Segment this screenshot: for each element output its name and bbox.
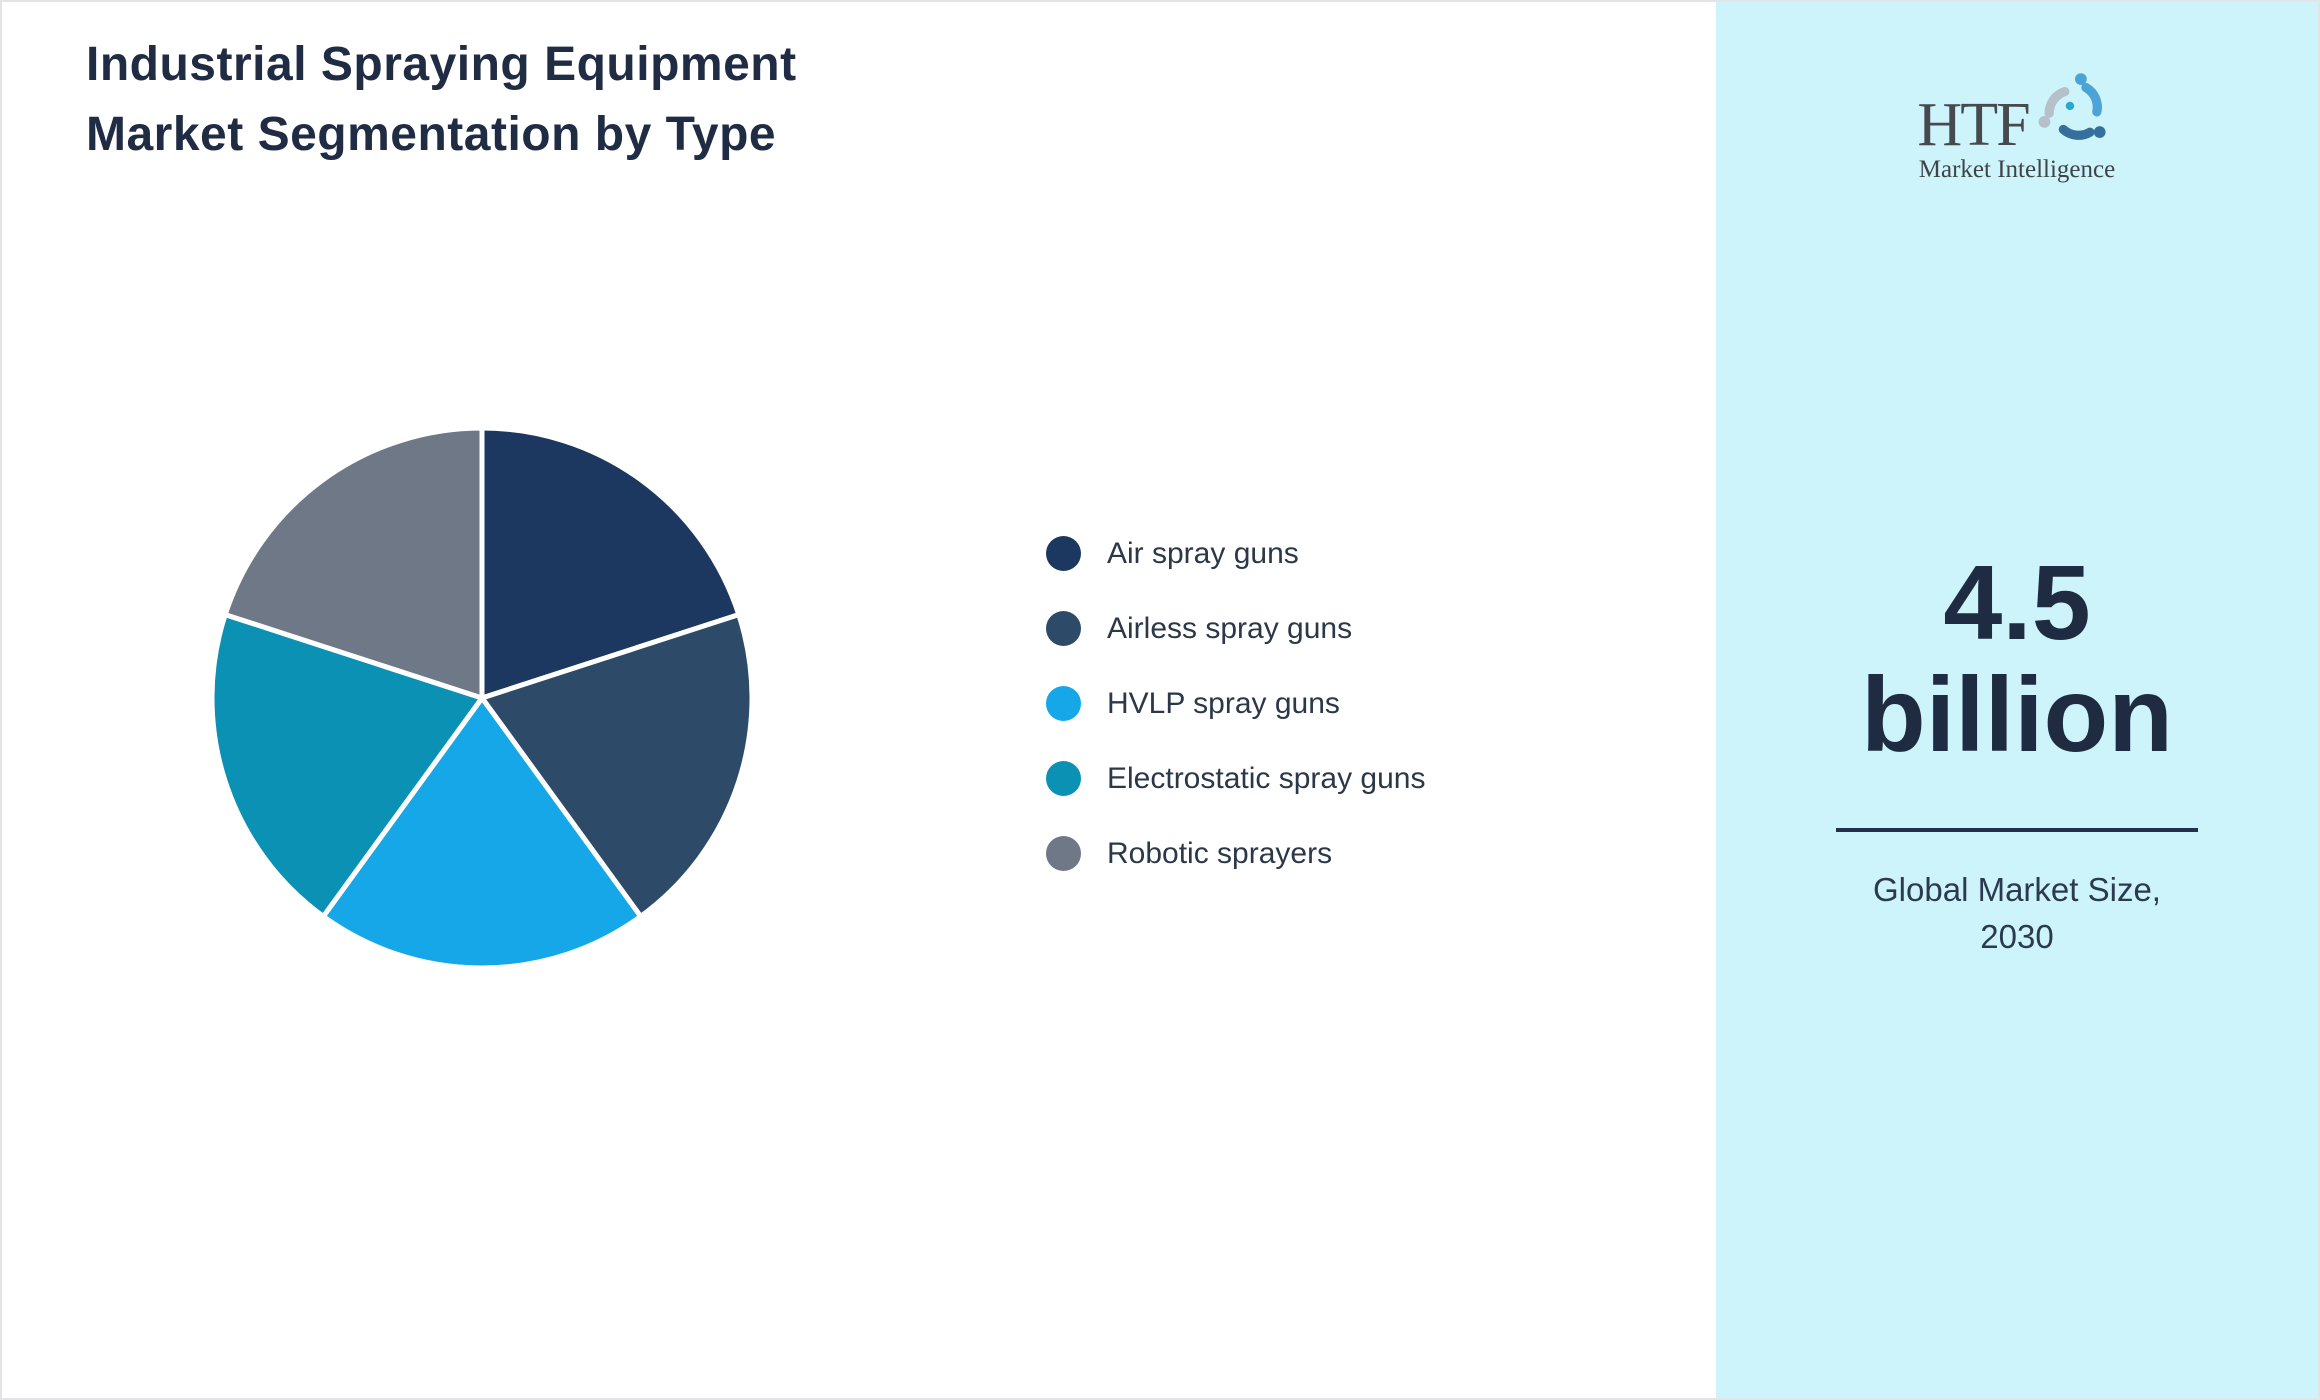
market-size-caption: Global Market Size, 2030: [1716, 866, 2318, 960]
pie-slice-air-spray-guns: [479, 425, 742, 701]
legend-label: Electrostatic spray guns: [1107, 761, 1426, 795]
legend-swatch-icon: [1046, 761, 1081, 796]
market-size-value-number: 4.5: [1943, 544, 2091, 662]
logo-droplet-icon: [2065, 101, 2074, 111]
logo-subtitle: Market Intelligence: [1918, 156, 2116, 183]
htf-logo: HTF: [1716, 68, 2318, 184]
market-size-caption-line-1: Global Market Size,: [1873, 871, 2161, 908]
pie-slice-airless-spray-guns: [479, 612, 755, 919]
legend-swatch-icon: [1046, 611, 1081, 646]
pie-slice-electrostatic-spray-guns: [209, 612, 485, 919]
logo-wordmark: HTF: [1917, 91, 2030, 159]
market-size-caption-line-2: 2030: [1980, 918, 2054, 955]
legend-label: Air spray guns: [1107, 536, 1299, 570]
chart-legend: Air spray guns Airless spray guns HVLP spr…: [1046, 536, 1425, 871]
legend-item: Robotic sprayers: [1046, 836, 1425, 871]
chart-panel: Industrial Spraying Equipment Market Seg…: [2, 2, 1716, 1398]
legend-item: Electrostatic spray guns: [1046, 761, 1425, 796]
logo-row: HTF: [1716, 68, 2318, 156]
legend-label: HVLP spray guns: [1107, 686, 1340, 720]
pie-slice-robotic-sprayers: [222, 425, 485, 701]
page-title-line-1: Industrial Spraying Equipment: [86, 38, 797, 91]
stat-divider: [1836, 828, 2198, 832]
htf-swirl-icon: [2038, 73, 2106, 140]
legend-label: Airless spray guns: [1107, 611, 1353, 645]
highlight-sidebar: HTF: [1716, 2, 2318, 1398]
legend-item: Airless spray guns: [1046, 611, 1425, 646]
legend-label: Robotic sprayers: [1107, 836, 1333, 870]
page-title: Industrial Spraying Equipment Market Seg…: [86, 30, 797, 170]
page-title-line-2: Market Segmentation by Type: [86, 108, 777, 161]
legend-item: Air spray guns: [1046, 536, 1425, 571]
legend-swatch-icon: [1046, 536, 1081, 571]
legend-swatch-icon: [1046, 836, 1081, 871]
market-size-value-unit: billion: [1860, 656, 2174, 774]
market-size-value: 4.5 billion: [1716, 547, 2318, 771]
legend-swatch-icon: [1046, 686, 1081, 721]
pie-chart: [209, 425, 755, 971]
legend-item: HVLP spray guns: [1046, 686, 1425, 721]
pie-slice-hvlp-spray-guns: [320, 695, 644, 971]
